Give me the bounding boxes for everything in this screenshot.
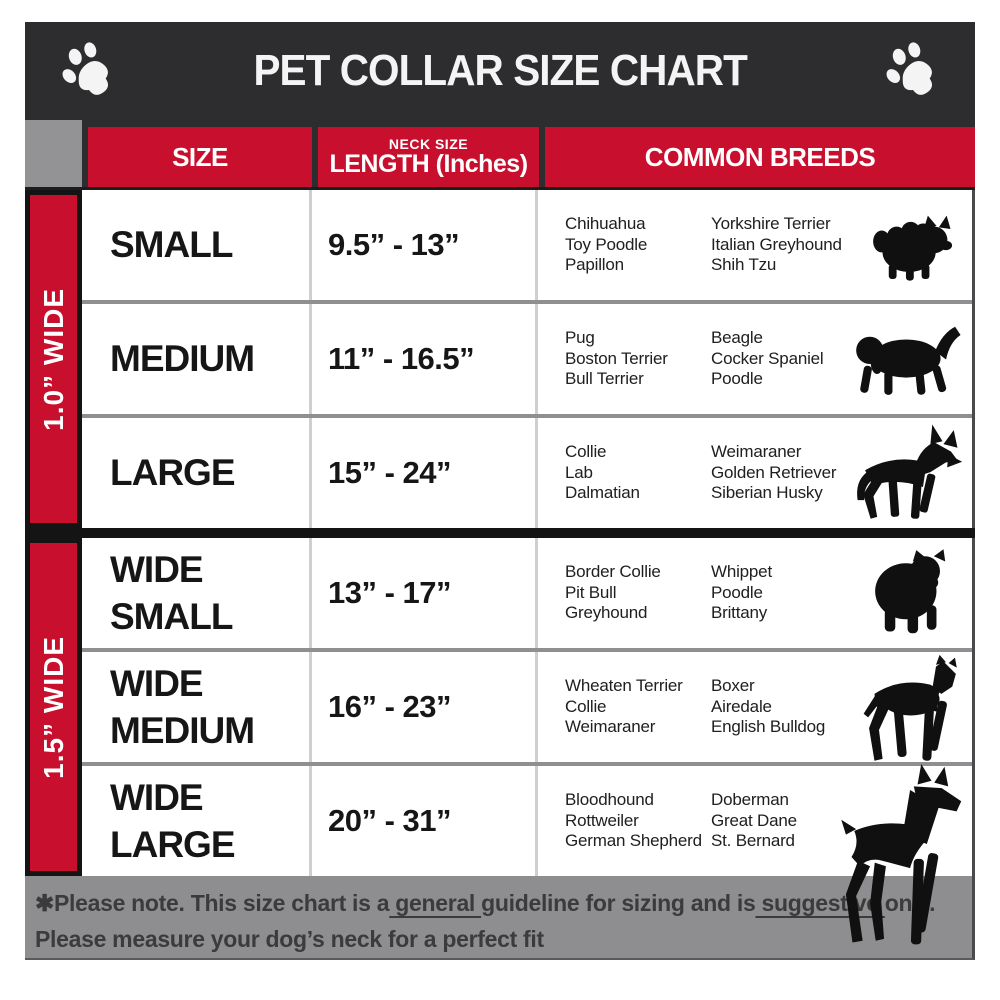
breed-name: Yorkshire Terrier	[711, 213, 831, 233]
page-title: PET COLLAR SIZE CHART	[253, 46, 747, 95]
size-cell: SMALL	[82, 190, 312, 300]
footer-line-2: Please measure your dog’s neck for a per…	[35, 925, 544, 952]
breed-name: Cocker Spaniel	[711, 348, 824, 368]
german-shepherd-silhouette-icon	[852, 422, 964, 525]
column-header-size: SIZE	[88, 127, 312, 187]
underlined-word: general	[389, 890, 482, 916]
breed-name: Weimaraner	[711, 441, 802, 461]
breed-name: Italian Greyhound	[711, 234, 842, 254]
breed-name: Chihuahua	[565, 213, 646, 233]
table-row-wide-large: WIDE LARGE 20” - 31” Bloodhound Rottweil…	[82, 764, 972, 945]
size-cell: WIDE MEDIUM	[82, 652, 312, 762]
breed-name: Weimaraner	[565, 717, 656, 737]
breed-name: German Shepherd	[565, 831, 702, 851]
length-cell: 20” - 31”	[312, 766, 538, 876]
breed-name: Beagle	[711, 327, 763, 347]
breed-name: Pit Bull	[565, 582, 617, 602]
column-header-common-breeds: COMMON BREEDS	[545, 127, 975, 187]
breed-name: Lab	[565, 462, 593, 482]
bulldog-silhouette-icon	[862, 545, 954, 641]
breeds-cell: Collie Lab Dalmatian Weimaraner Golden R…	[538, 418, 972, 528]
paw-print-icon	[886, 42, 932, 95]
length-cell: 11” - 16.5”	[312, 304, 538, 414]
breed-name: Border Collie	[565, 561, 661, 581]
corner-cell	[25, 120, 82, 187]
breeds-cell: Chihuahua Toy Poodle Papillon Yorkshire …	[538, 190, 972, 300]
breed-name: Brittany	[711, 603, 768, 623]
table-row-wide-small: WIDE SMALL 13” - 17” Border Collie Pit B…	[82, 538, 972, 648]
breed-name: Doberman	[711, 789, 789, 809]
pet-collar-size-chart: PET COLLAR SIZE CHART SIZE NECK SIZE LEN…	[25, 22, 975, 960]
size-cell: WIDE SMALL	[82, 538, 312, 648]
size-cell: WIDE LARGE	[82, 766, 312, 876]
doberman-silhouette-icon	[828, 764, 968, 950]
footer-line-1: ✱Please note. This size chart is a gener…	[35, 890, 936, 916]
footer-note: ✱Please note. This size chart is a gener…	[25, 876, 975, 960]
breed-name: Boxer	[711, 675, 755, 695]
breed-name: Airedale	[711, 696, 772, 716]
group-separator	[25, 528, 975, 538]
breeds-cell: Border Collie Pit Bull Greyhound Whippet…	[538, 538, 972, 648]
breed-name: Pug	[565, 327, 595, 347]
beagle-silhouette-icon	[848, 320, 966, 398]
table-row-large: LARGE 15” - 24” Collie Lab Dalmatian Wei…	[82, 418, 972, 528]
breed-name: Collie	[565, 696, 607, 716]
column-header-neck-size: NECK SIZE LENGTH (Inches)	[318, 127, 539, 187]
length-inches-label: LENGTH (Inches)	[329, 149, 528, 178]
breed-name: Golden Retriever	[711, 462, 837, 482]
breed-name: Poodle	[711, 369, 763, 389]
table-row-small: SMALL 9.5” - 13” Chihuahua Toy Poodle Pa…	[82, 190, 972, 300]
breed-name: Bull Terrier	[565, 369, 644, 389]
group-width-label-1.5: 1.5” WIDE	[25, 538, 82, 876]
length-cell: 15” - 24”	[312, 418, 538, 528]
breed-name: English Bulldog	[711, 717, 826, 737]
width-group-1.5-inch: 1.5” WIDE WIDE SMALL 13” - 17” Border Co…	[25, 538, 975, 945]
breed-name: Rottweiler	[565, 810, 639, 830]
breed-name: Wheaten Terrier	[565, 675, 683, 695]
breed-name: Papillon	[565, 255, 624, 275]
group-width-label-1.0: 1.0” WIDE	[25, 190, 82, 528]
breed-name: Collie	[565, 441, 607, 461]
size-cell: LARGE	[82, 418, 312, 528]
table-body: 1.0” WIDE SMALL 9.5” - 13” Chihuahua Toy…	[25, 187, 975, 945]
breeds-cell: Wheaten Terrier Collie Weimaraner Boxer …	[538, 652, 972, 762]
length-cell: 16” - 23”	[312, 652, 538, 762]
paw-print-icon	[62, 42, 109, 95]
table-header-row: SIZE NECK SIZE LENGTH (Inches) COMMON BR…	[25, 120, 975, 187]
breed-name: Siberian Husky	[711, 483, 823, 503]
breeds-cell: Bloodhound Rottweiler German Shepherd Do…	[538, 764, 972, 945]
breeds-cell: Pug Boston Terrier Bull Terrier Beagle C…	[538, 304, 972, 414]
table-row-medium: MEDIUM 11” - 16.5” Pug Boston Terrier Bu…	[82, 304, 972, 414]
breed-name: Toy Poodle	[565, 234, 648, 254]
length-cell: 9.5” - 13”	[312, 190, 538, 300]
title-bar: PET COLLAR SIZE CHART	[25, 22, 975, 120]
length-cell: 13” - 17”	[312, 538, 538, 648]
underlined-word: suggestive	[755, 890, 885, 916]
breed-name: Greyhound	[565, 603, 648, 623]
breed-name: Boston Terrier	[565, 348, 668, 368]
breed-name: Bloodhound	[565, 789, 654, 809]
size-cell: MEDIUM	[82, 304, 312, 414]
breed-name: Poodle	[711, 582, 763, 602]
breed-name: Great Dane	[711, 810, 797, 830]
neck-size-label: NECK SIZE	[388, 135, 469, 152]
breed-name: Shih Tzu	[711, 255, 777, 275]
breed-name: St. Bernard	[711, 831, 795, 851]
breed-name: Dalmatian	[565, 483, 640, 503]
pit-bull-silhouette-icon	[860, 652, 964, 770]
width-group-1-inch: 1.0” WIDE SMALL 9.5” - 13” Chihuahua Toy…	[25, 190, 975, 528]
breed-name: Whippet	[711, 561, 772, 581]
pomeranian-silhouette-icon	[870, 207, 956, 283]
table-row-wide-medium: WIDE MEDIUM 16” - 23” Wheaten Terrier Co…	[82, 652, 972, 762]
